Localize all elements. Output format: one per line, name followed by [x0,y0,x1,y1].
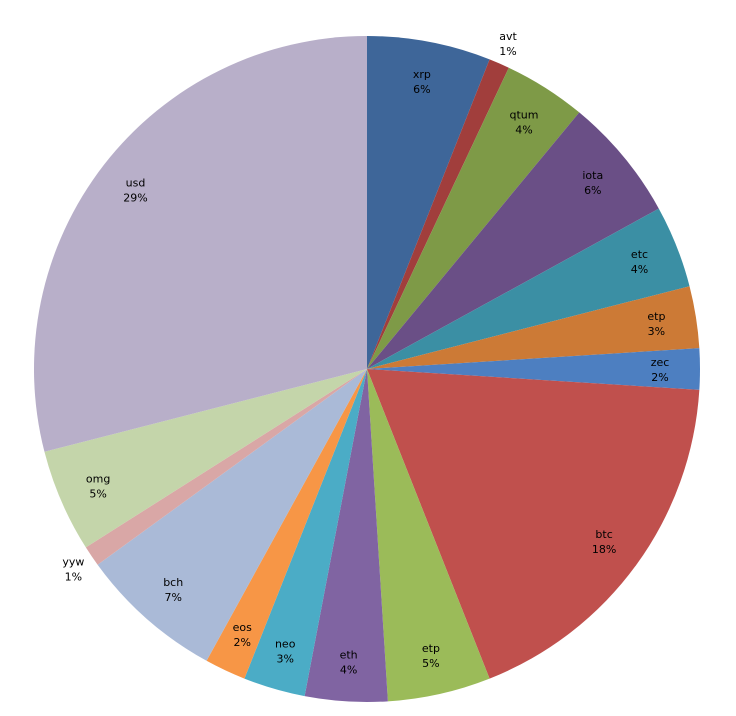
slice-label-value-3: 6% [584,184,601,197]
pie-slice-omg-14 [44,369,368,548]
pie-slice-iota-3 [367,112,659,370]
slice-label-name-3: iota [582,169,603,182]
slice-label-name-11: eos [233,621,252,634]
pie-labels: xrp 6% avt 1% qtum 4% iota 6% etc 4% etp 3% zec 2% btc… [62,30,669,676]
slice-label-name-13: yyw [62,556,84,569]
pie-slice-xrp-0 [367,36,490,369]
pie-slice-usd-15 [33,36,367,452]
slice-label-name-14: omg [86,472,110,485]
slice-label-name-1: avt [499,30,517,43]
slice-label-name-15: usd [126,176,146,189]
slice-label-value-10: 3% [276,652,293,665]
slice-label-value-8: 5% [422,657,439,670]
slice-label-value-5: 3% [648,325,665,338]
slice-label-value-14: 5% [89,487,106,500]
pie-slice-neo-10 [244,369,367,697]
slice-label-value-2: 4% [515,124,532,137]
slice-label-name-12: bch [163,576,183,589]
pie-slice-qtum-2 [367,67,580,369]
slice-label-name-10: neo [275,637,296,650]
pie-slice-btc-7 [367,369,700,679]
slice-label-value-1: 1% [499,45,516,58]
slice-label-name-8: etp [422,642,440,655]
slice-label-value-6: 2% [651,371,668,384]
pie-slice-etc-4 [367,208,690,369]
slice-label-value-0: 6% [413,83,430,96]
slice-label-name-0: xrp [413,68,431,81]
pie-slice-eth-9 [304,369,388,702]
slice-label-value-9: 4% [340,664,357,677]
slice-label-value-11: 2% [233,636,250,649]
slice-label-name-9: eth [340,649,358,662]
pie-slice-etp-8 [367,369,490,702]
slice-label-name-7: btc [595,528,612,541]
slice-label-name-5: etp [647,310,665,323]
slice-label-value-7: 18% [592,543,616,556]
slice-label-name-4: etc [631,248,648,261]
pie-slice-yyw-13 [85,369,367,565]
pie-slices [33,36,700,702]
slice-label-value-12: 7% [164,591,181,604]
slice-label-value-15: 29% [123,191,147,204]
pie-slice-etp-5 [367,286,700,369]
pie-slice-avt-1 [367,59,509,369]
slice-label-value-4: 4% [631,263,648,276]
pie-slice-bch-12 [97,369,367,661]
slice-label-name-6: zec [651,356,670,369]
slice-label-name-2: qtum [510,109,539,122]
pie-slice-zec-6 [367,348,700,390]
pie-slice-eos-11 [206,369,367,679]
slice-label-value-13: 1% [65,571,82,584]
